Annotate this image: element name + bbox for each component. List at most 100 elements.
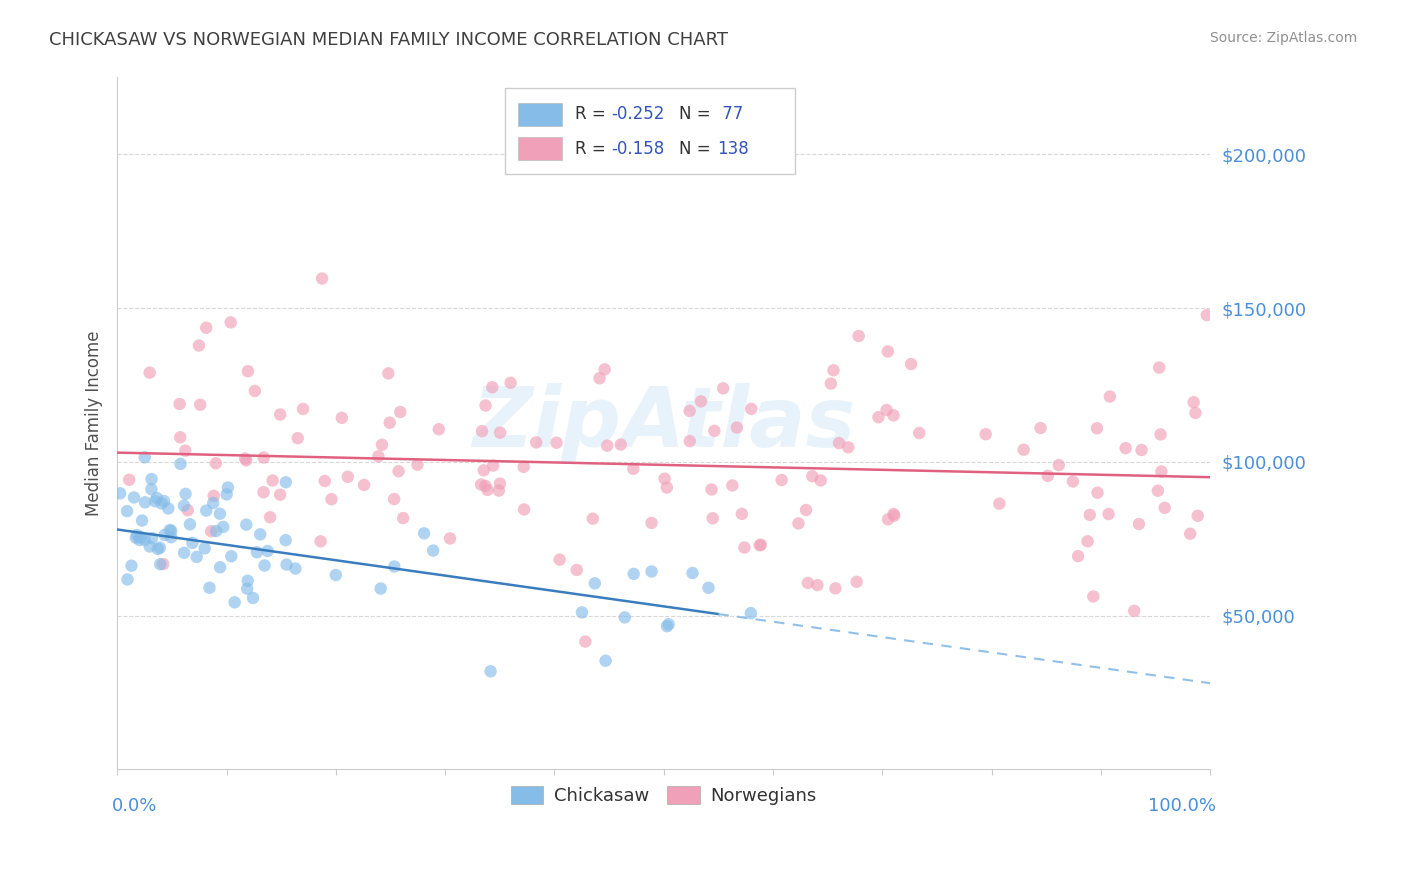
Point xyxy=(367,450,389,464)
Point xyxy=(387,464,409,478)
Text: 100.0%: 100.0% xyxy=(1147,797,1216,815)
Point xyxy=(876,344,898,359)
Point xyxy=(1130,443,1153,458)
Point xyxy=(721,478,744,492)
Point xyxy=(153,494,176,508)
Point xyxy=(181,536,204,550)
Point xyxy=(173,499,195,513)
Point xyxy=(406,458,429,472)
Point xyxy=(658,617,681,632)
Point xyxy=(679,434,702,449)
Point xyxy=(1012,442,1035,457)
Point xyxy=(1150,465,1173,479)
Point xyxy=(1184,406,1206,420)
Point xyxy=(1085,421,1108,435)
Point xyxy=(115,504,138,518)
Point xyxy=(848,329,870,343)
Point xyxy=(703,424,725,438)
Point xyxy=(613,610,636,624)
Point xyxy=(160,530,183,544)
Point xyxy=(108,486,131,500)
Point xyxy=(655,481,678,495)
Point xyxy=(169,397,191,411)
Point xyxy=(908,425,931,440)
Point xyxy=(129,530,152,544)
Point xyxy=(1195,308,1218,322)
Point xyxy=(309,534,332,549)
Point xyxy=(208,507,231,521)
Point xyxy=(131,514,153,528)
Point xyxy=(823,363,845,377)
Point xyxy=(262,474,284,488)
Point xyxy=(1182,395,1205,409)
Point xyxy=(595,654,617,668)
Point xyxy=(157,501,180,516)
Point xyxy=(883,507,905,521)
Text: ZipAtlas: ZipAtlas xyxy=(472,383,855,464)
Point xyxy=(284,561,307,575)
Point xyxy=(1147,360,1170,375)
Point xyxy=(1153,500,1175,515)
Point xyxy=(217,480,239,494)
Point xyxy=(806,578,828,592)
Point xyxy=(118,473,141,487)
Point xyxy=(546,435,568,450)
Point xyxy=(697,581,720,595)
Point xyxy=(700,483,723,497)
Point xyxy=(382,559,405,574)
Point xyxy=(174,487,197,501)
Point xyxy=(141,472,163,486)
Point xyxy=(828,436,851,450)
Point xyxy=(1178,526,1201,541)
Point xyxy=(188,398,211,412)
Point xyxy=(160,524,183,538)
Point xyxy=(177,503,200,517)
Point xyxy=(195,503,218,517)
Point xyxy=(474,479,496,493)
Point xyxy=(1115,441,1137,455)
Point xyxy=(179,517,201,532)
Point xyxy=(221,549,243,564)
Point xyxy=(512,459,534,474)
Point xyxy=(474,399,496,413)
Point xyxy=(215,487,238,501)
Point xyxy=(246,545,269,559)
Text: 0.0%: 0.0% xyxy=(111,797,157,815)
Point xyxy=(235,517,257,532)
Point xyxy=(122,491,145,505)
Point xyxy=(134,495,156,509)
Point xyxy=(731,507,754,521)
Point xyxy=(1087,485,1109,500)
Point xyxy=(194,541,217,556)
Point xyxy=(439,532,461,546)
Point xyxy=(422,543,444,558)
Point xyxy=(276,558,298,572)
Point xyxy=(1062,475,1084,489)
Point xyxy=(479,665,502,679)
Point xyxy=(143,494,166,508)
Point xyxy=(640,565,662,579)
Point xyxy=(152,557,174,571)
Point xyxy=(274,475,297,490)
Text: CHICKASAW VS NORWEGIAN MEDIAN FAMILY INCOME CORRELATION CHART: CHICKASAW VS NORWEGIAN MEDIAN FAMILY INC… xyxy=(49,31,728,49)
Point xyxy=(249,527,271,541)
Point xyxy=(845,574,868,589)
Point xyxy=(195,320,218,334)
Point xyxy=(770,473,793,487)
Point xyxy=(117,573,139,587)
Point xyxy=(219,315,242,329)
Point xyxy=(1083,590,1105,604)
Point xyxy=(582,511,605,525)
Point xyxy=(235,453,257,467)
Point xyxy=(748,538,770,552)
Point xyxy=(1036,468,1059,483)
Point xyxy=(1029,421,1052,435)
Point xyxy=(173,546,195,560)
Point xyxy=(481,380,503,394)
Point xyxy=(574,634,596,648)
Point xyxy=(655,619,678,633)
Point xyxy=(259,510,281,524)
Point xyxy=(690,394,713,409)
Point xyxy=(477,483,499,497)
Point xyxy=(209,560,232,574)
